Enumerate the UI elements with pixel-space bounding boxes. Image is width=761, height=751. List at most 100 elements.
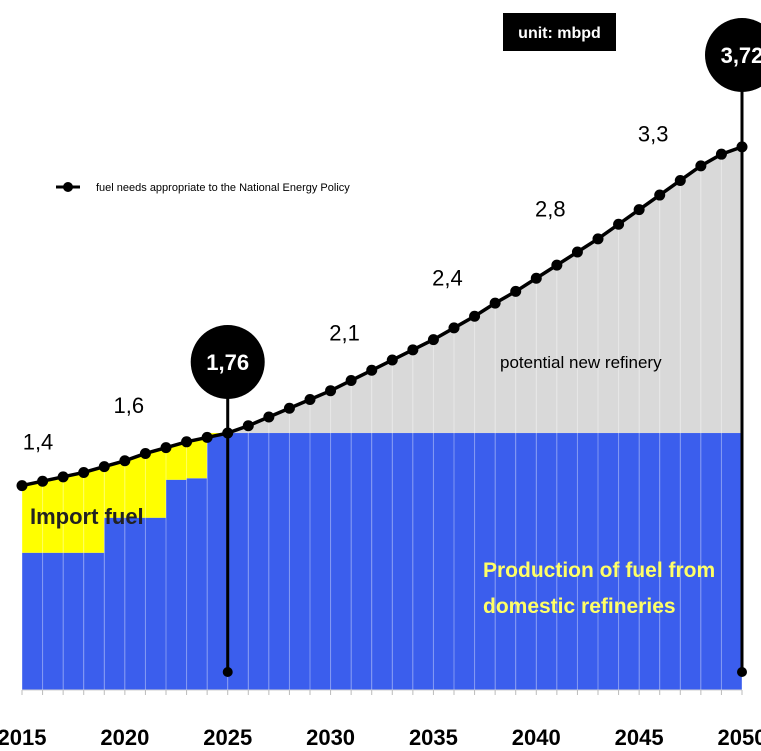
potential-strip	[721, 146, 742, 434]
fuel-needs-point	[654, 189, 666, 201]
production-strip	[207, 433, 228, 690]
value-annotation: 3,3	[638, 122, 669, 147]
potential-strip	[412, 339, 434, 434]
fuel-needs-point	[345, 374, 357, 386]
potential-strip	[515, 278, 537, 434]
import-strip	[104, 460, 125, 518]
callout-layer: 1,76 3,72	[190, 18, 761, 677]
potential-strip	[268, 408, 290, 434]
value-annotation: 2,8	[535, 196, 566, 221]
fuel-needs-point	[551, 259, 563, 271]
fuel-needs-point	[695, 160, 707, 172]
import-fuel-label: Import fuel	[30, 504, 144, 529]
callout-value-label: 1,76	[206, 350, 249, 375]
potential-strip	[330, 380, 352, 434]
production-strip	[371, 433, 393, 690]
production-strip	[659, 433, 681, 690]
production-strip	[721, 433, 742, 690]
production-strip	[700, 433, 722, 690]
potential-strip	[577, 238, 598, 434]
fuel-needs-point	[57, 471, 69, 483]
fuel-needs-point	[304, 393, 316, 405]
production-strip	[83, 552, 105, 690]
legend-marker	[63, 182, 73, 192]
value-annotation: 1,4	[23, 430, 54, 455]
production-strip	[474, 433, 496, 690]
potential-strip	[392, 349, 413, 434]
x-tick-label: 2030	[306, 725, 355, 750]
callout-bubble	[190, 325, 265, 399]
fuel-needs-point	[613, 218, 625, 230]
x-tick-label: 2050	[718, 725, 761, 750]
potential-strip	[495, 291, 516, 434]
fuel-needs-point	[469, 310, 481, 322]
fuel-needs-point	[325, 385, 337, 397]
fuel-needs-point	[201, 431, 213, 443]
potential-strip	[659, 180, 681, 434]
value-annotation: 1,6	[114, 393, 145, 418]
production-strip	[166, 479, 187, 690]
potential-strip	[371, 360, 393, 434]
import-strip	[42, 476, 64, 553]
fuel-needs-point	[530, 272, 542, 284]
production-strip	[145, 517, 166, 690]
callout-base-dot	[222, 667, 233, 677]
production-strip	[186, 478, 208, 690]
production-strip	[310, 433, 331, 690]
fuel-needs-point	[715, 148, 727, 160]
import-strip	[124, 453, 146, 518]
fuel-needs-point	[283, 402, 295, 414]
fuel-needs-point	[633, 204, 645, 216]
production-strip	[42, 552, 64, 690]
unit-badge-bg	[503, 13, 616, 51]
value-annotation: 2,4	[432, 266, 463, 291]
production-strip	[392, 433, 413, 690]
fuel-needs-point	[448, 322, 460, 334]
production-strip	[556, 433, 578, 690]
potential-strip	[351, 370, 372, 434]
production-strip	[268, 433, 290, 690]
production-strip	[124, 517, 146, 690]
production-strip	[536, 433, 557, 690]
potential-strip	[474, 303, 496, 434]
fuel-needs-point	[407, 344, 419, 356]
production-label-line2: domestic refineries	[483, 595, 676, 618]
legend-label: fuel needs appropriate to the National E…	[96, 182, 350, 194]
fuel-needs-point	[242, 420, 254, 432]
fuel-needs-point	[674, 174, 686, 186]
production-strip	[63, 552, 84, 690]
production-strip	[248, 433, 269, 690]
fuel-needs-point	[160, 442, 172, 454]
potential-refinery-label: potential new refinery	[500, 353, 662, 372]
x-tick-label: 2015	[0, 725, 46, 750]
production-strip	[289, 433, 310, 690]
import-strip	[145, 447, 166, 518]
production-strip	[433, 433, 454, 690]
production-strip	[104, 517, 125, 690]
import-strip	[83, 466, 105, 553]
label-layer: 1,4 1,6 2,1 2,4 2,8 3,3	[23, 122, 669, 455]
potential-strip	[680, 165, 701, 434]
unit-label: unit: mbpd	[518, 25, 601, 42]
fuel-needs-point	[139, 447, 151, 459]
fuel-needs-point	[489, 297, 501, 309]
production-label-line1: Production of fuel from	[483, 559, 715, 582]
fuel-needs-point	[571, 246, 583, 258]
area-layer	[21, 146, 743, 690]
x-axis: 2015 2020 2025 2030 2035 2040 2045 2050	[0, 689, 761, 750]
potential-strip	[598, 224, 619, 434]
production-strip	[598, 433, 619, 690]
x-tick-label: 2020	[100, 725, 149, 750]
x-tick-label: 2025	[203, 725, 252, 750]
fuel-needs-point	[181, 436, 193, 448]
fuel-needs-point	[427, 334, 439, 346]
potential-strip	[433, 327, 454, 434]
potential-strip	[536, 265, 557, 434]
fuel-needs-point	[98, 461, 110, 473]
x-tick-label: 2045	[615, 725, 664, 750]
potential-strip	[700, 154, 722, 434]
import-strip	[63, 472, 84, 553]
production-strip	[515, 433, 537, 690]
callout-bubble	[705, 18, 761, 92]
potential-strip	[639, 195, 660, 434]
